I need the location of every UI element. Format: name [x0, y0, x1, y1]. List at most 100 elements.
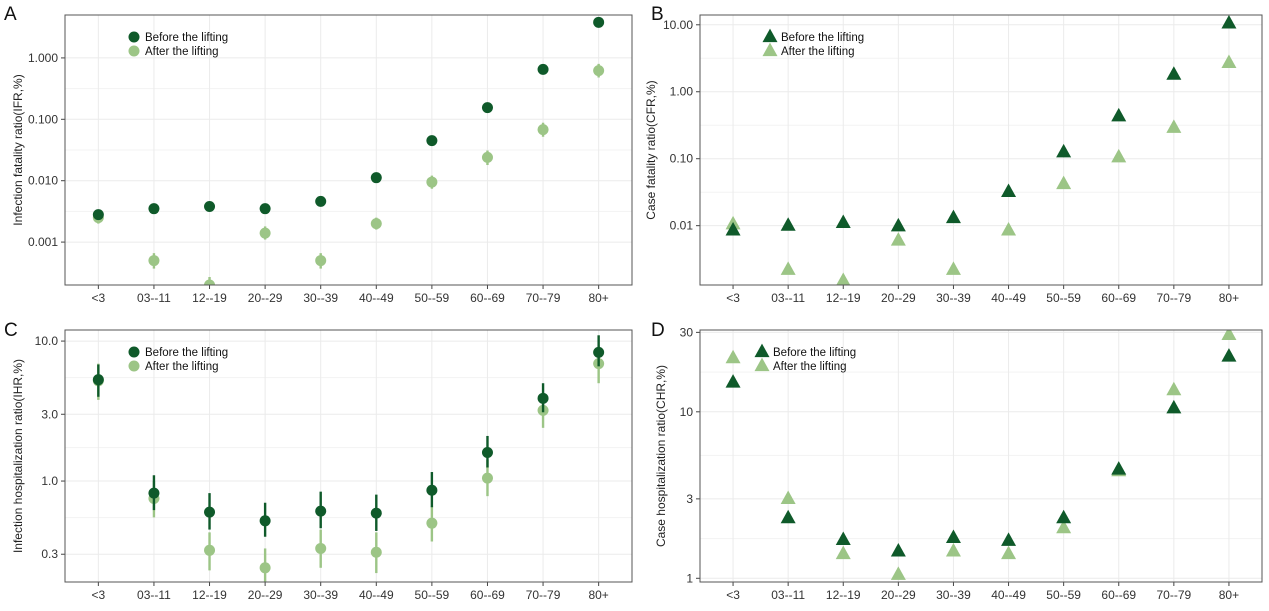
y-tick-label: 1 [686, 571, 693, 585]
y-tick-label: 3.0 [41, 407, 58, 421]
point-after [259, 227, 271, 239]
panel-letter: C [4, 320, 18, 341]
point-before [315, 505, 327, 517]
x-tick-label: 12--19 [192, 588, 227, 602]
point-after [259, 562, 271, 574]
point-before [1221, 348, 1237, 362]
legend-after-label: After the lifting [773, 361, 847, 373]
y-tick-label: 0.01 [670, 219, 694, 233]
point-after [890, 566, 906, 580]
legend-after-marker [128, 360, 140, 372]
point-before [1166, 399, 1182, 414]
point-after [890, 232, 906, 246]
panel-b: 0.01 0.10 1.00 10.00 <3 03--11 12--19 20--29 30-… [644, 4, 1263, 305]
point-before [780, 217, 796, 231]
x-tick-label: 50--59 [1046, 291, 1081, 305]
point-after [1001, 222, 1017, 236]
data-layer [92, 16, 605, 285]
point-before [204, 506, 216, 518]
point-after [945, 261, 961, 275]
legend-before-marker [754, 343, 770, 358]
point-after [1166, 119, 1182, 133]
x-tick-label: <3 [726, 291, 740, 305]
y-tick-label: 0.100 [28, 112, 58, 126]
legend-after-marker [128, 45, 140, 57]
y-tick-label: 10.0 [35, 334, 59, 348]
point-before [945, 529, 961, 543]
legend-before-label: Before the lifting [145, 32, 228, 44]
point-after [315, 255, 327, 267]
x-tick-label: 50--59 [415, 291, 450, 305]
point-before [370, 172, 382, 184]
x-tick-label: 40--49 [359, 291, 394, 305]
point-before [593, 346, 605, 358]
point-after [1166, 381, 1182, 396]
point-before [725, 222, 741, 236]
x-tick-label: 03--11 [771, 588, 805, 602]
point-before [537, 63, 549, 75]
point-before [148, 203, 160, 215]
point-after [370, 546, 382, 558]
point-before [537, 392, 549, 404]
y-tick-label: 1.000 [28, 51, 58, 65]
x-tick-label: 70--79 [526, 588, 561, 602]
point-after [945, 543, 961, 557]
plot-frame [699, 329, 1263, 583]
point-before [1111, 107, 1127, 122]
point-before [780, 509, 796, 524]
panel-d: 1 3 10 30 <3 03--11 12--19 20--29 30--39 40--49 50… [651, 320, 1263, 602]
x-tick-label: 20--29 [881, 588, 916, 602]
point-after [204, 544, 216, 556]
x-tick-label: 12--19 [826, 291, 861, 305]
point-before [1001, 532, 1017, 546]
point-before [1166, 66, 1182, 80]
point-before [370, 507, 382, 519]
y-tick-label: 3 [686, 492, 693, 506]
legend-before-marker [128, 346, 140, 358]
point-before [92, 209, 104, 221]
point-after [1056, 519, 1072, 534]
legend: Before the lifting After the lifting [128, 31, 228, 58]
x-tick-label: 30--39 [303, 588, 338, 602]
point-after [481, 151, 493, 163]
x-tick-label: 70--79 [526, 291, 561, 305]
x-tick-label: 20--29 [248, 291, 283, 305]
y-tick-label: 1.00 [670, 85, 694, 99]
legend-before-label: Before the lifting [773, 347, 856, 359]
x-tick-label: 30--39 [303, 291, 338, 305]
point-before [890, 543, 906, 557]
point-after [481, 472, 493, 484]
plot-area [700, 15, 1262, 285]
point-before [426, 484, 438, 496]
x-tick-label: 50--59 [415, 588, 450, 602]
x-tick-label: 30--39 [936, 588, 971, 602]
y-tick-label: 30 [680, 325, 694, 339]
legend: Before the lifting After the lifting [128, 346, 228, 373]
data-layer [725, 15, 1237, 285]
legend-before-marker [762, 28, 778, 43]
point-after [593, 65, 605, 77]
point-before [593, 16, 605, 28]
panel-letter: A [4, 4, 17, 25]
point-before [1056, 143, 1072, 158]
x-tick-label: 70--79 [1156, 291, 1191, 305]
x-tick-label: 60--69 [470, 588, 505, 602]
x-tick-label: <3 [92, 291, 106, 305]
legend-after-label: After the lifting [781, 46, 855, 58]
x-tick-label: 03--11 [771, 291, 805, 305]
panel-letter: B [651, 4, 664, 25]
x-tick-label: 20--29 [248, 588, 283, 602]
point-before [1111, 461, 1127, 475]
point-after [780, 490, 796, 504]
y-tick-label: 0.010 [28, 174, 58, 188]
point-before [148, 487, 160, 499]
x-tick-label: 12--19 [192, 291, 227, 305]
point-after [725, 349, 741, 364]
point-before [204, 200, 216, 212]
plot-frame [64, 14, 633, 286]
point-after [370, 218, 382, 230]
y-axis-label: Infection fatality ratio(IFR,%) [11, 74, 25, 225]
point-before [945, 209, 961, 224]
point-after [1056, 175, 1072, 190]
point-after [1221, 54, 1237, 68]
